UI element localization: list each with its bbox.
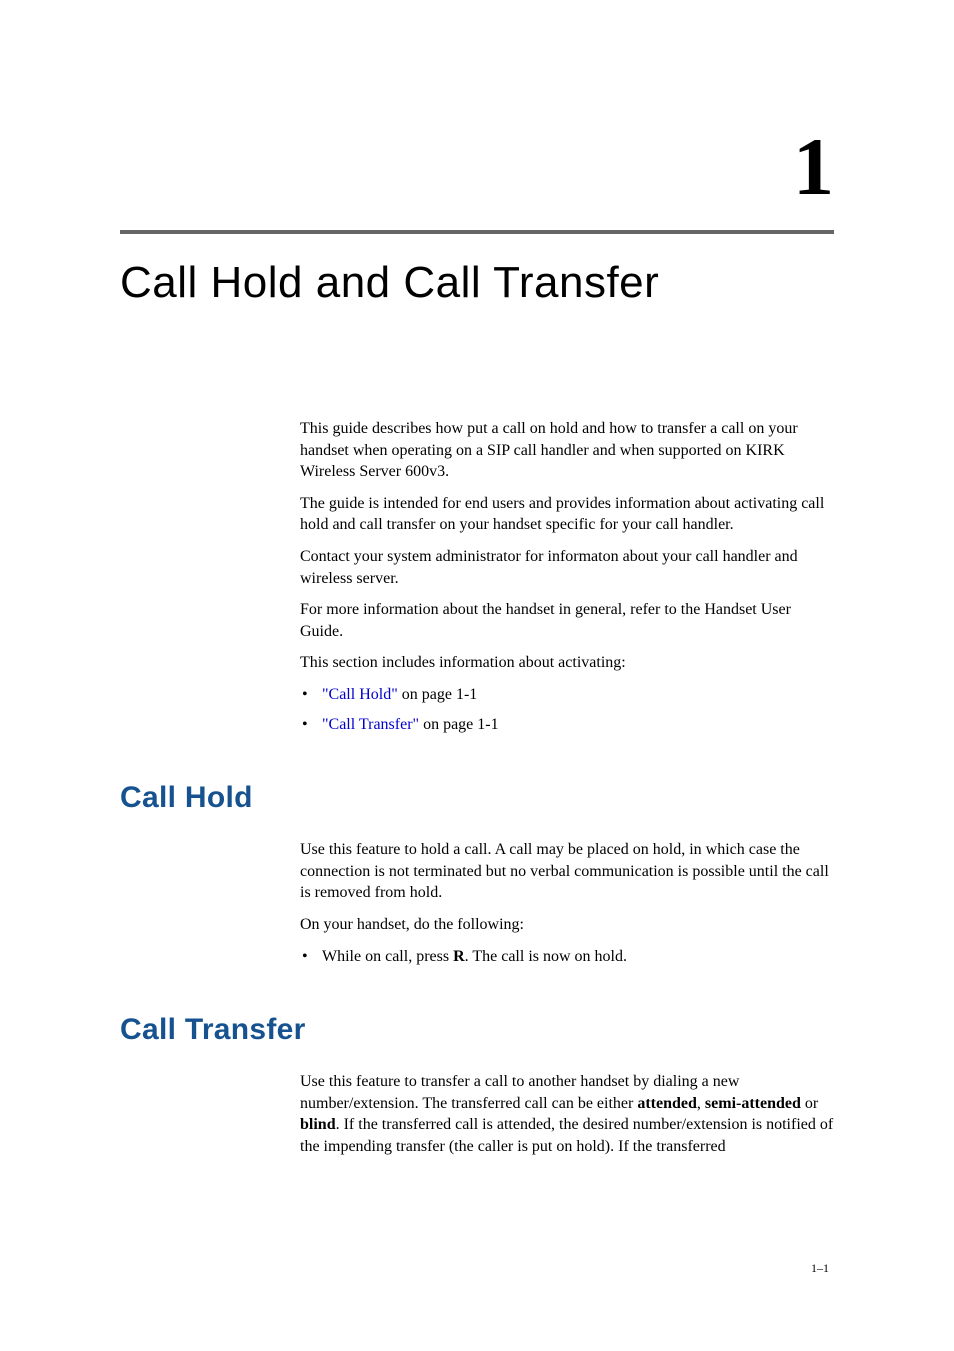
intro-paragraph: The guide is intended for end users and … xyxy=(300,493,834,536)
instruction-item: While on call, press R. The call is now … xyxy=(322,946,834,968)
toc-link-call-hold[interactable]: "Call Hold" xyxy=(322,686,398,703)
text-run: . If the transferred call is attended, t… xyxy=(300,1116,833,1155)
intro-paragraph: This guide describes how put a call on h… xyxy=(300,418,834,483)
call-transfer-block: Use this feature to transfer a call to a… xyxy=(300,1071,834,1157)
intro-block: This guide describes how put a call on h… xyxy=(300,418,834,735)
text-run: , xyxy=(697,1095,705,1112)
divider-rule xyxy=(120,230,834,234)
intro-paragraph: Contact your system administrator for in… xyxy=(300,546,834,589)
section-heading-call-hold: Call Hold xyxy=(120,781,834,815)
call-hold-block: Use this feature to hold a call. A call … xyxy=(300,839,834,967)
toc-item: "Call Transfer" on page 1-1 xyxy=(322,714,834,736)
toc-link-suffix: on page 1-1 xyxy=(419,716,499,733)
key-label: R xyxy=(453,948,465,965)
page-number: 1–1 xyxy=(811,1261,829,1276)
text-run: or xyxy=(801,1095,818,1112)
toc-list: "Call Hold" on page 1-1 "Call Transfer" … xyxy=(300,684,834,735)
instruction-list: While on call, press R. The call is now … xyxy=(300,946,834,968)
bold-term: blind xyxy=(300,1116,336,1133)
body-paragraph: On your handset, do the following: xyxy=(300,914,834,936)
section-heading-call-transfer: Call Transfer xyxy=(120,1013,834,1047)
bold-term: semi-attended xyxy=(705,1095,801,1112)
toc-item: "Call Hold" on page 1-1 xyxy=(322,684,834,706)
instruction-text: . The call is now on hold. xyxy=(465,948,627,965)
toc-link-call-transfer[interactable]: "Call Transfer" xyxy=(322,716,419,733)
instruction-text: While on call, press xyxy=(322,948,453,965)
intro-paragraph: This section includes information about … xyxy=(300,652,834,674)
body-paragraph: Use this feature to transfer a call to a… xyxy=(300,1071,834,1157)
intro-paragraph: For more information about the handset i… xyxy=(300,599,834,642)
chapter-title: Call Hold and Call Transfer xyxy=(120,258,834,308)
bold-term: attended xyxy=(637,1095,697,1112)
toc-link-suffix: on page 1-1 xyxy=(398,686,478,703)
body-paragraph: Use this feature to hold a call. A call … xyxy=(300,839,834,904)
chapter-number: 1 xyxy=(120,120,834,214)
